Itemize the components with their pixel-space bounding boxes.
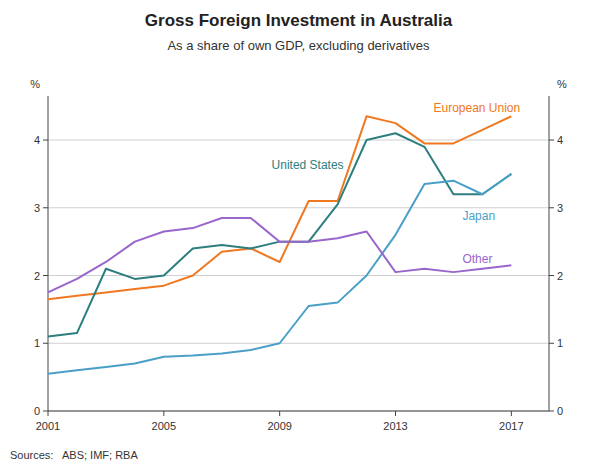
y-tick-label: 4	[34, 134, 40, 146]
y2-tick	[549, 411, 554, 412]
series-line	[48, 133, 511, 336]
grid-line	[48, 343, 549, 344]
y-tick-label: 2	[34, 270, 40, 282]
x-axis-line	[48, 411, 549, 412]
y-tick	[43, 275, 48, 276]
x-tick-label: 2005	[152, 420, 176, 432]
y-tick-label: 0	[34, 405, 40, 417]
axes: 2001 2005 2009 2013 2017 0 1 2 3 4 0 1 2 3 4	[34, 96, 563, 432]
x-tick-label: 2013	[383, 420, 407, 432]
plot-area	[48, 116, 511, 373]
background	[0, 0, 597, 467]
x-tick	[511, 411, 512, 416]
chart: Gross Foreign Investment in Australia As …	[0, 0, 597, 467]
y-tick	[43, 343, 48, 344]
y2-tick	[549, 207, 554, 208]
source-note: Sources: ABS; IMF; RBA	[10, 449, 138, 461]
y-axis-line	[48, 96, 49, 411]
y2-tick-label: 0	[557, 405, 563, 417]
subtitle: As a share of own GDP, excluding derivat…	[167, 38, 430, 53]
y2-tick-label: 4	[557, 134, 563, 146]
series-label: United States	[272, 158, 344, 172]
y-axis-label: %	[30, 78, 40, 90]
x-tick-label: 2009	[267, 420, 291, 432]
y-tick-label: 3	[34, 202, 40, 214]
grid-line	[48, 140, 549, 141]
y2-axis-label: %	[557, 78, 567, 90]
series-line	[48, 174, 511, 374]
y-tick	[43, 411, 48, 412]
y-tick	[43, 140, 48, 141]
x-tick	[395, 411, 396, 416]
y2-tick	[549, 343, 554, 344]
x-tick	[48, 411, 49, 416]
x-tick	[279, 411, 280, 416]
series-label: European Union	[433, 101, 520, 115]
x-tick-label: 2001	[36, 420, 60, 432]
y-tick	[43, 207, 48, 208]
y2-tick	[549, 140, 554, 141]
x-tick-label: 2017	[499, 420, 523, 432]
x-tick	[163, 411, 164, 416]
y-tick-label: 1	[34, 337, 40, 349]
y2-tick-label: 1	[557, 337, 563, 349]
series-label: Japan	[462, 209, 495, 223]
series-label: Other	[462, 252, 492, 266]
y2-tick-label: 3	[557, 202, 563, 214]
series-line	[48, 218, 511, 293]
y2-axis-line	[549, 96, 550, 411]
y2-tick-label: 2	[557, 270, 563, 282]
title: Gross Foreign Investment in Australia	[145, 11, 453, 30]
series-labels: European Union United States Japan Other	[272, 101, 521, 266]
y2-tick	[549, 275, 554, 276]
grid-line	[48, 411, 549, 412]
